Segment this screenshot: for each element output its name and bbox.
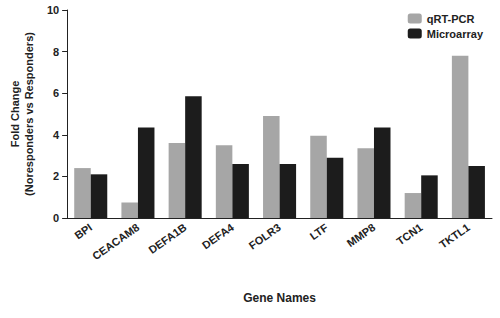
svg-text:0: 0 — [53, 212, 59, 224]
svg-text:DEFA4: DEFA4 — [200, 221, 237, 252]
svg-text:qRT-PCR: qRT-PCR — [427, 13, 475, 25]
svg-text:2: 2 — [53, 170, 59, 182]
svg-text:FOLR3: FOLR3 — [247, 221, 283, 252]
svg-text:TKTL1: TKTL1 — [437, 221, 472, 250]
svg-text:4: 4 — [53, 129, 60, 141]
svg-text:Gene Names: Gene Names — [243, 291, 316, 305]
svg-text:8: 8 — [53, 46, 59, 58]
svg-text:BPI: BPI — [72, 221, 94, 241]
svg-text:Microarray: Microarray — [427, 28, 484, 40]
svg-text:6: 6 — [53, 87, 59, 99]
svg-text:MMP8: MMP8 — [345, 221, 378, 249]
svg-text:LTF: LTF — [307, 221, 330, 242]
svg-text:Fold Change: Fold Change — [9, 81, 21, 148]
svg-text:10: 10 — [47, 4, 59, 16]
svg-text:TCN1: TCN1 — [394, 221, 424, 247]
svg-text:(Noresponders vs Responders): (Noresponders vs Responders) — [23, 32, 35, 196]
svg-text:CEACAM8: CEACAM8 — [90, 221, 141, 262]
svg-text:DEFA1B: DEFA1B — [146, 221, 188, 256]
